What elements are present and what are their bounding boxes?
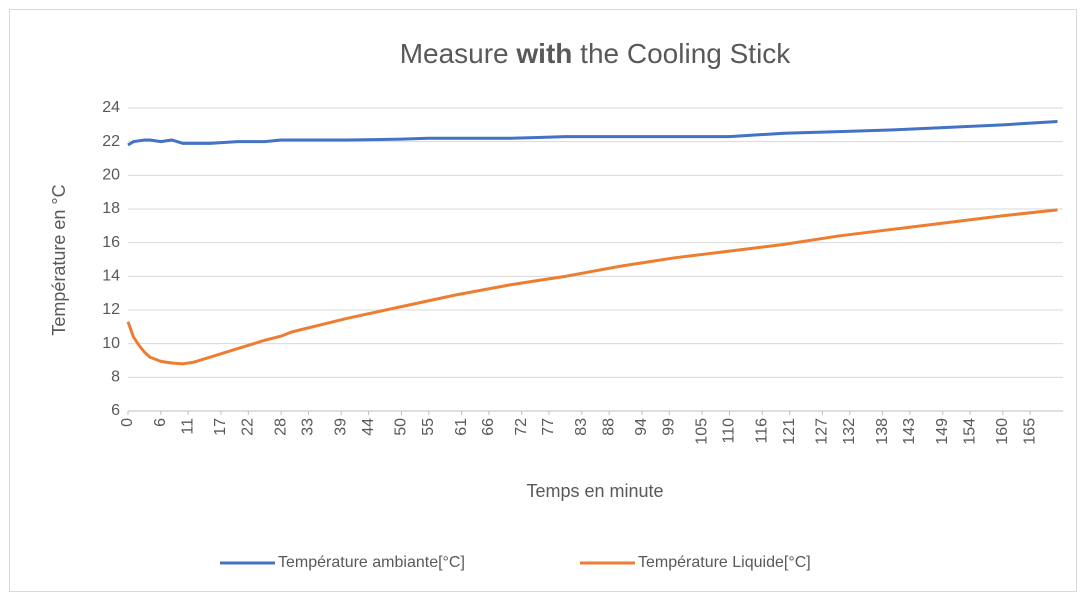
x-tick-label: 66	[480, 418, 497, 436]
x-tick-label: 6	[152, 418, 169, 427]
x-axis-title: Temps en minute	[526, 481, 663, 501]
chart-title: Measure with the Cooling Stick	[400, 38, 792, 69]
x-tick-label: 132	[841, 418, 858, 445]
series-line	[127, 119, 1058, 147]
y-tick-label: 14	[102, 268, 120, 285]
legend-label: Température Liquide[°C]	[638, 554, 811, 571]
y-tick-label: 22	[102, 133, 120, 150]
x-tick-label: 94	[633, 418, 650, 436]
y-tick-label: 18	[102, 200, 120, 217]
x-tick-label: 50	[393, 418, 410, 436]
title-part: the Cooling Stick	[572, 38, 791, 69]
series-line	[126, 208, 1058, 366]
x-tick-label: 72	[513, 418, 530, 436]
x-tick-label: 55	[420, 418, 437, 436]
y-tick-label: 20	[102, 167, 120, 184]
y-axis-title: Température en °C	[49, 184, 69, 335]
x-tick-label: 127	[814, 418, 831, 445]
x-tick-label: 11	[179, 418, 196, 435]
x-tick-label: 110	[721, 418, 738, 444]
title-part: Measure	[400, 38, 517, 69]
x-tick-label: 28	[272, 418, 289, 436]
x-tick-label: 149	[934, 418, 951, 445]
chart-border	[9, 9, 1077, 592]
title-part: with	[515, 38, 572, 69]
y-tick-label: 8	[111, 369, 120, 386]
x-tick-label: 154	[961, 418, 978, 445]
legend-label: Température ambiante[°C]	[278, 554, 465, 571]
x-tick-label: 143	[901, 418, 918, 445]
x-tick-label: 77	[540, 418, 557, 436]
x-tick-label: 105	[693, 418, 710, 445]
y-tick-label: 10	[102, 335, 120, 352]
x-tick-label: 44	[360, 418, 377, 436]
y-tick-label: 24	[102, 99, 120, 116]
x-tick-label: 165	[1021, 418, 1038, 445]
x-tick-label: 22	[240, 418, 257, 436]
x-tick-label: 88	[600, 418, 617, 436]
x-tick-label: 61	[453, 418, 470, 436]
y-tick-label: 6	[111, 402, 120, 419]
x-tick-label: 121	[781, 418, 798, 445]
x-tick-label: 99	[661, 418, 678, 436]
y-tick-label: 16	[102, 234, 120, 251]
x-tick-label: 138	[874, 418, 891, 445]
x-tick-label: 17	[212, 418, 229, 436]
y-tick-label: 12	[102, 301, 120, 318]
x-tick-label: 33	[300, 418, 317, 436]
x-tick-label: 0	[119, 418, 136, 427]
x-tick-label: 83	[573, 418, 590, 436]
x-tick-label: 116	[753, 418, 770, 444]
x-tick-label: 160	[994, 418, 1011, 445]
x-tick-label: 39	[332, 418, 349, 436]
